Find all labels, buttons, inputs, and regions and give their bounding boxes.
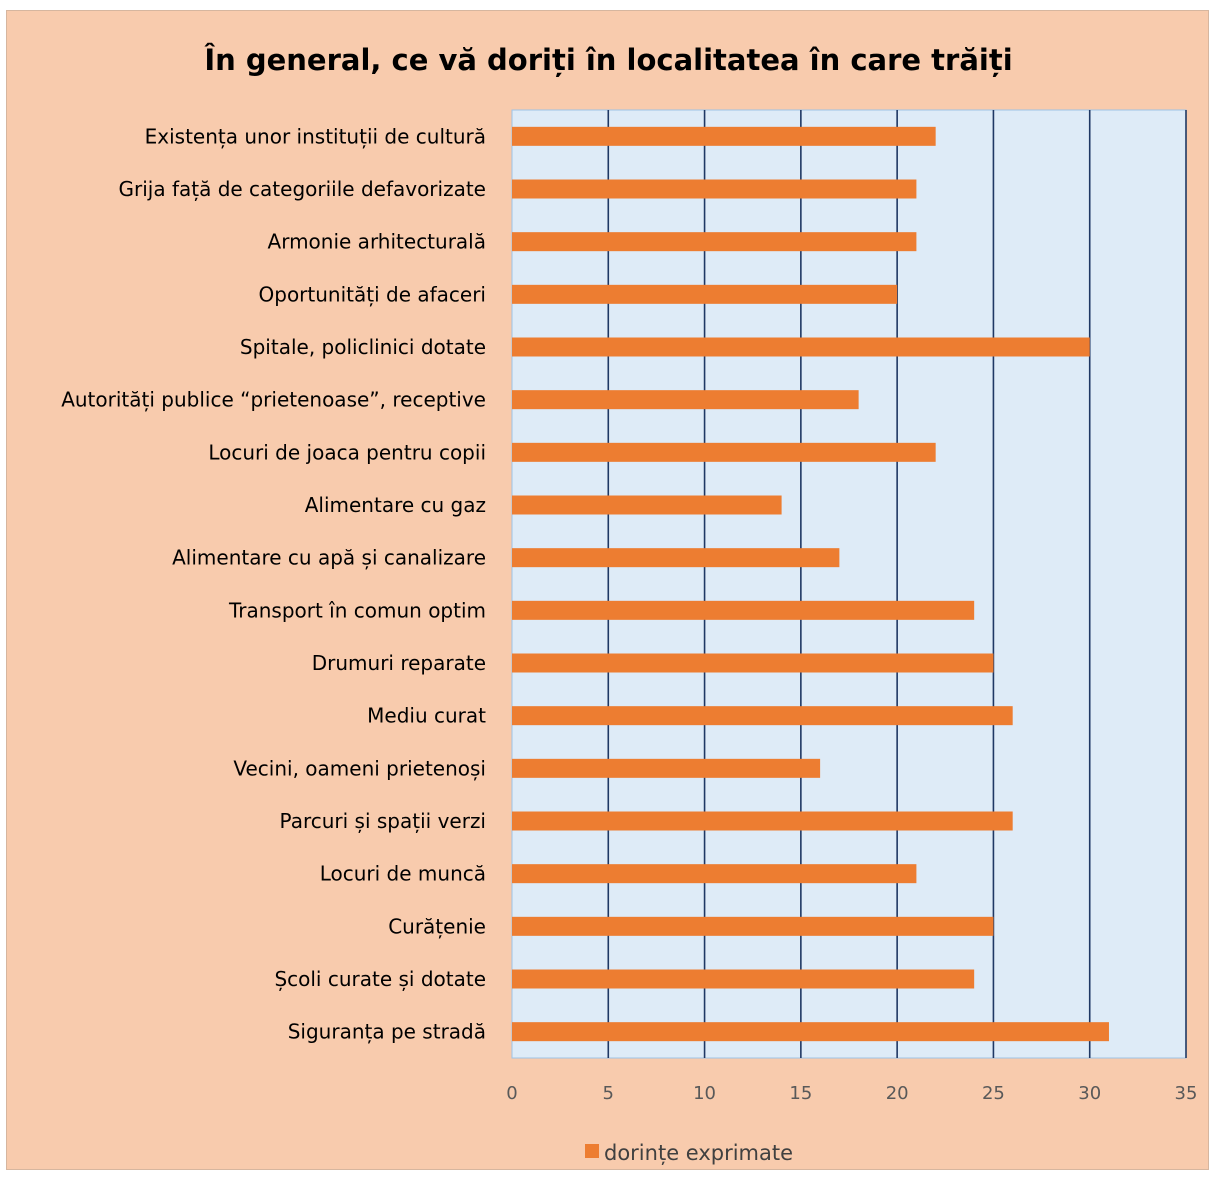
x-tick-label: 15 xyxy=(789,1083,812,1104)
x-tick-label: 0 xyxy=(506,1083,517,1104)
legend: dorințe exprimate xyxy=(585,1141,793,1165)
category-label: Oportunități de afaceri xyxy=(259,282,487,306)
bar xyxy=(512,969,975,989)
category-label: Transport în comun optim xyxy=(228,598,486,622)
bar xyxy=(512,758,821,778)
x-axis-ticks: 0 5 10 15 20 25 30 35 xyxy=(506,1083,1197,1104)
category-label: Drumuri reparate xyxy=(312,651,486,675)
bars xyxy=(512,126,1109,1042)
category-label: Armonie arhitecturală xyxy=(268,230,486,254)
bar xyxy=(512,390,859,410)
category-label: Vecini, oameni prietenoși xyxy=(233,756,486,780)
x-tick-label: 30 xyxy=(1078,1083,1101,1104)
category-labels: Existența unor instituții de cultură Grij… xyxy=(61,124,486,1043)
category-label: Școli curate și dotate xyxy=(274,967,486,991)
chart-title: În general, ce vă doriți în localitatea … xyxy=(204,43,1013,77)
x-tick-label: 5 xyxy=(603,1083,614,1104)
bar xyxy=(512,232,917,252)
category-label: Locuri de joaca pentru copii xyxy=(208,440,486,464)
bar xyxy=(512,495,782,515)
gridlines xyxy=(511,110,1187,1058)
category-label: Autorități publice “prietenoase”, recept… xyxy=(61,388,486,412)
bar xyxy=(512,548,840,568)
bar xyxy=(512,1022,1109,1042)
category-label: Grija față de categoriile defavorizate xyxy=(119,177,487,201)
category-label: Siguranța pe stradă xyxy=(288,1020,486,1044)
bar xyxy=(512,864,917,884)
category-label: Existența unor instituții de cultură xyxy=(145,124,486,148)
bar xyxy=(512,179,917,199)
category-label: Spitale, policlinici dotate xyxy=(240,335,486,359)
bar xyxy=(512,706,1013,726)
category-label: Parcuri și spații verzi xyxy=(280,809,486,833)
legend-swatch xyxy=(585,1144,599,1158)
x-tick-label: 20 xyxy=(886,1083,909,1104)
x-tick-label: 35 xyxy=(1175,1083,1198,1104)
x-tick-label: 25 xyxy=(982,1083,1005,1104)
category-label: Alimentare cu apă și canalizare xyxy=(172,546,486,570)
bar xyxy=(512,653,994,673)
bar xyxy=(512,811,1013,831)
bar xyxy=(512,337,1090,357)
plot-area xyxy=(511,109,1187,1059)
category-label: Curățenie xyxy=(388,914,486,938)
bar xyxy=(512,126,936,146)
bar xyxy=(512,600,975,620)
bar xyxy=(512,442,936,462)
bar xyxy=(512,916,994,936)
category-label: Mediu curat xyxy=(367,704,486,728)
x-tick-label: 10 xyxy=(693,1083,716,1104)
legend-label: dorințe exprimate xyxy=(604,1141,793,1165)
category-label: Alimentare cu gaz xyxy=(305,493,486,517)
category-label: Locuri de muncă xyxy=(320,862,486,886)
bar xyxy=(512,284,898,304)
